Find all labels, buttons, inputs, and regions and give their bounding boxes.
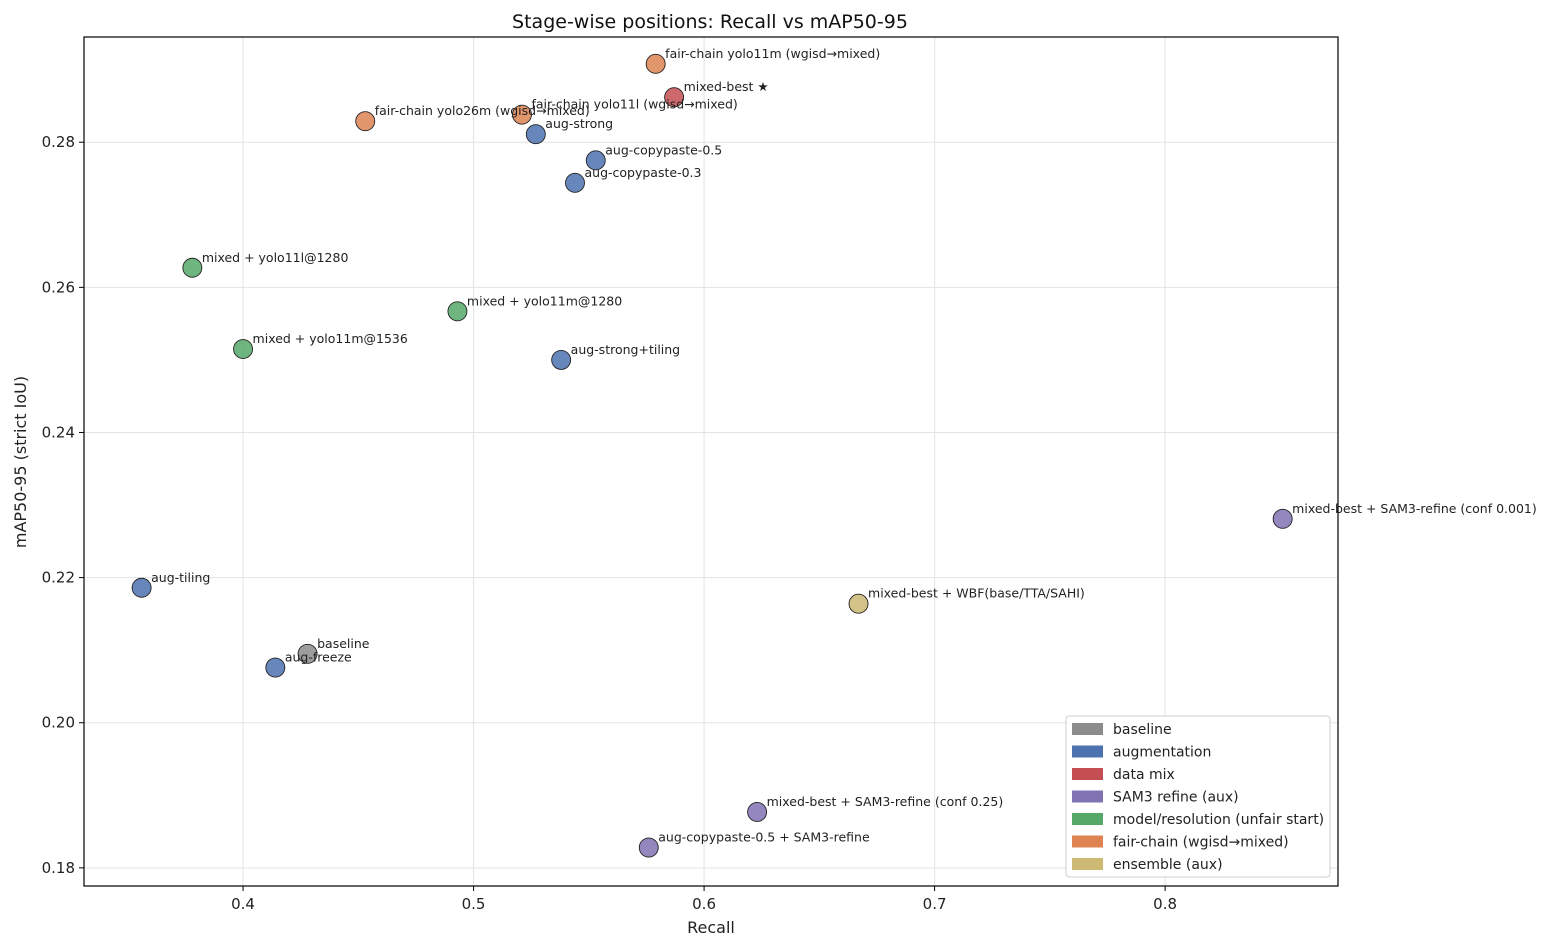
y-tick-label: 0.24 (42, 423, 75, 441)
x-axis-label: Recall (687, 918, 735, 937)
point-label: baseline (317, 636, 370, 651)
scatter-point (645, 53, 666, 74)
y-tick-label: 0.22 (42, 569, 75, 587)
y-axis-ticks: 0.18 0.20 0.22 0.24 0.26 0.28 (42, 133, 84, 877)
legend-swatch (1072, 723, 1103, 735)
point-label: fair-chain yolo26m (wgisd→mixed) (375, 103, 590, 118)
x-axis-ticks: 0.4 0.5 0.6 0.7 0.8 (231, 886, 1177, 913)
legend-swatch (1072, 813, 1103, 825)
scatter-point (131, 577, 152, 598)
x-tick-label: 0.5 (462, 895, 486, 913)
scatter-point (585, 150, 606, 171)
scatter-point (525, 124, 546, 145)
point-label: aug-tiling (151, 570, 210, 585)
grid-lines (84, 37, 1338, 886)
point-label: aug-freeze (285, 650, 352, 665)
legend-entry: fair-chain (wgisd→mixed) (1113, 835, 1289, 851)
point-label: aug-strong+tiling (571, 342, 680, 357)
x-tick-label: 0.7 (923, 895, 947, 913)
plot-frame (83, 36, 1339, 887)
scatter-point (265, 657, 286, 678)
legend-swatch (1072, 858, 1103, 870)
y-tick-label: 0.26 (42, 278, 75, 296)
legend-entry: ensemble (aux) (1113, 857, 1223, 873)
legend-box (1065, 715, 1331, 878)
point-label: aug-copypaste-0.5 (605, 142, 722, 157)
scatter-point (747, 802, 768, 822)
y-tick-label: 0.18 (42, 859, 75, 877)
point-label: mixed + yolo11l@1280 (202, 250, 349, 265)
legend-swatch (1072, 790, 1103, 803)
y-tick-label: 0.20 (42, 714, 75, 732)
scatter-point (447, 301, 468, 322)
legend-swatch (1072, 745, 1103, 758)
x-tick-label: 0.4 (231, 895, 255, 913)
point-label: mixed-best + SAM3-refine (conf 0.25) (767, 794, 1004, 809)
point-label: mixed + yolo11m@1536 (253, 331, 408, 346)
scatter-point (512, 104, 532, 125)
scatter-point (182, 257, 203, 278)
legend-swatch (1072, 768, 1103, 780)
x-tick-label: 0.8 (1153, 895, 1177, 913)
scatter-point (664, 87, 685, 108)
point-label: aug-copypaste-0.5 + SAM3-refine (658, 830, 870, 845)
point-label: aug-strong (545, 116, 613, 131)
legend: baseline augmentation data mix SAM3 refine … (1065, 715, 1331, 878)
x-tick-label: 0.6 (692, 895, 716, 913)
point-label: aug-copypaste-0.3 (584, 165, 701, 180)
scatter-point (297, 643, 318, 664)
legend-entry: augmentation (1113, 745, 1211, 761)
scatter-point (233, 339, 254, 359)
scatter-point (551, 349, 572, 370)
legend-entry: data mix (1113, 767, 1175, 783)
legend-entry: SAM3 refine (aux) (1113, 790, 1239, 806)
legend-entry: baseline (1113, 722, 1172, 738)
chart-title: Stage-wise positions: Recall vs mAP50-95 (512, 11, 908, 33)
legend-swatch (1072, 835, 1103, 848)
point-label: mixed-best + WBF(base/TTA/SAHI) (868, 586, 1085, 601)
y-tick-label: 0.28 (42, 133, 75, 151)
point-label: fair-chain yolo11m (wgisd→mixed) (665, 46, 880, 61)
data-points (131, 53, 1293, 858)
scatter-point (638, 837, 659, 858)
y-axis-label: mAP50-95 (strict IoU) (11, 376, 30, 548)
scatter-point (1272, 508, 1293, 529)
scatter-point (848, 593, 869, 614)
point-label: mixed-best ★ (684, 79, 769, 94)
point-label: fair-chain yolo11l (wgisd→mixed) (531, 97, 737, 112)
scatter-point (565, 172, 585, 193)
point-label: mixed-best + SAM3-refine (conf 0.001) (1292, 501, 1537, 516)
legend-entry: model/resolution (unfair start) (1113, 812, 1324, 828)
scatter-point (355, 111, 376, 132)
point-label: mixed + yolo11m@1280 (467, 293, 622, 308)
point-labels: baselineaug-freezeaug-tilingaug-strongau… (151, 46, 1537, 845)
